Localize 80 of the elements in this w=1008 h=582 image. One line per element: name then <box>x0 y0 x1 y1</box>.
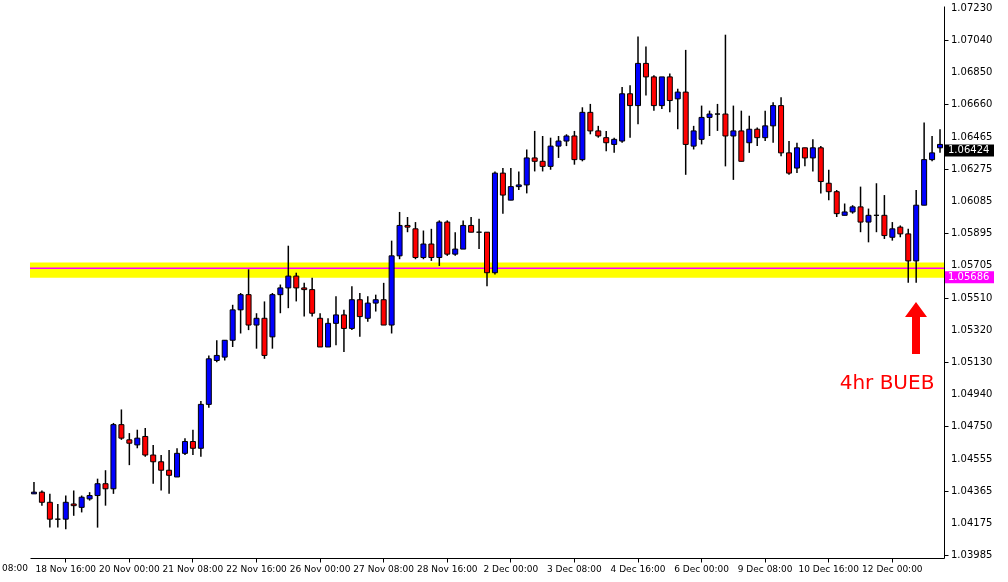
candlestick <box>515 170 522 191</box>
x-tick-label: 3 Dec 08:00 <box>547 563 603 574</box>
candlestick <box>460 219 467 250</box>
candlestick <box>666 72 673 114</box>
candlestick <box>452 231 459 257</box>
y-tick-label: 1.05510 <box>951 292 993 304</box>
x-tick-label: 2 Dec 00:00 <box>483 563 539 574</box>
x-tick-label: 26 Nov 00:00 <box>289 563 351 574</box>
y-tick-label: 1.04555 <box>951 453 993 465</box>
candlestick <box>293 271 300 303</box>
candlestick <box>507 167 514 201</box>
candlestick <box>809 138 816 173</box>
text: 1.06424 <box>948 144 990 156</box>
x-tick-label: 4 Dec 16:00 <box>610 563 666 574</box>
y-tick-label: 1.06660 <box>951 97 993 109</box>
y-tick-label: 1.04940 <box>951 388 993 400</box>
x-tick-label: 22 Nov 16:00 <box>226 563 288 574</box>
candlestick <box>754 126 761 147</box>
x-tick-label: 9 Dec 08:00 <box>737 563 793 574</box>
y-tick-label: 1.06850 <box>951 65 993 77</box>
y-tick-label: 1.06275 <box>951 162 993 174</box>
candlestick <box>714 103 721 132</box>
y-tick-label: 1.07040 <box>951 33 993 45</box>
candlestick <box>627 84 634 139</box>
x-tick-label: 10 Dec 16:00 <box>798 563 860 574</box>
candlestick <box>301 282 308 318</box>
candlestick <box>221 339 228 362</box>
candlestick <box>150 444 157 485</box>
candlestick <box>70 489 77 517</box>
candlestick <box>126 432 133 466</box>
candlestick <box>356 292 363 338</box>
candlestick <box>825 168 832 201</box>
x-tick-label: 20 Nov 00:00 <box>99 563 160 574</box>
y-tick-label: 1.05895 <box>951 227 993 239</box>
y-tick-label: 1.03985 <box>951 549 993 561</box>
y-tick-label: 1.05705 <box>951 259 993 271</box>
candlestick <box>142 427 149 458</box>
x-tick-label: 12 Dec 00:00 <box>862 563 923 574</box>
candlestick <box>166 449 173 495</box>
y-tick-label: 1.06465 <box>951 130 993 142</box>
candlestick <box>325 317 332 348</box>
candlestick <box>762 109 769 142</box>
candlestick <box>174 447 181 478</box>
y-tick-label: 1.05320 <box>951 324 993 336</box>
candlestick <box>746 114 753 154</box>
candlestick <box>770 101 777 144</box>
y-tick-label: 1.07230 <box>951 1 993 13</box>
annotation: 4hr BUEB <box>839 370 935 394</box>
text: 08:00 <box>2 563 29 573</box>
y-tick-label: 1.06085 <box>951 194 993 206</box>
candlestick <box>642 45 649 97</box>
candlestick <box>62 494 69 531</box>
candlestick <box>793 141 800 174</box>
candlestick <box>134 428 141 450</box>
x-tick-label: 28 Nov 16:00 <box>416 563 478 574</box>
candlestick <box>364 295 371 323</box>
candlestick <box>213 339 220 363</box>
candlestick <box>929 135 936 163</box>
y-tick-label: 1.04175 <box>951 517 993 529</box>
x-tick-label: 21 Nov 08:00 <box>162 563 224 574</box>
candlestick <box>801 147 808 168</box>
candlestick <box>340 309 347 353</box>
candlestick <box>674 87 681 130</box>
candlestick <box>786 140 793 176</box>
y-tick-label: 1.05130 <box>951 356 993 368</box>
candlestick <box>332 295 339 347</box>
candlestick <box>833 189 840 218</box>
candlestick <box>30 481 37 495</box>
candlestick <box>499 167 506 215</box>
ref-line-label: 1.05686 <box>948 271 990 283</box>
y-tick-label: 1.04750 <box>951 420 993 432</box>
y-tick-label: 1.04365 <box>951 485 993 497</box>
x-tick-label: 27 Nov 08:00 <box>353 563 415 574</box>
candlestick <box>46 493 53 529</box>
candlestick <box>158 454 165 492</box>
candlestick <box>603 130 610 152</box>
candlestick <box>309 277 316 318</box>
x-tick-label: 6 Dec 00:00 <box>674 563 730 574</box>
x-tick-label: 18 Nov 16:00 <box>35 563 97 574</box>
candlestick <box>189 428 196 456</box>
